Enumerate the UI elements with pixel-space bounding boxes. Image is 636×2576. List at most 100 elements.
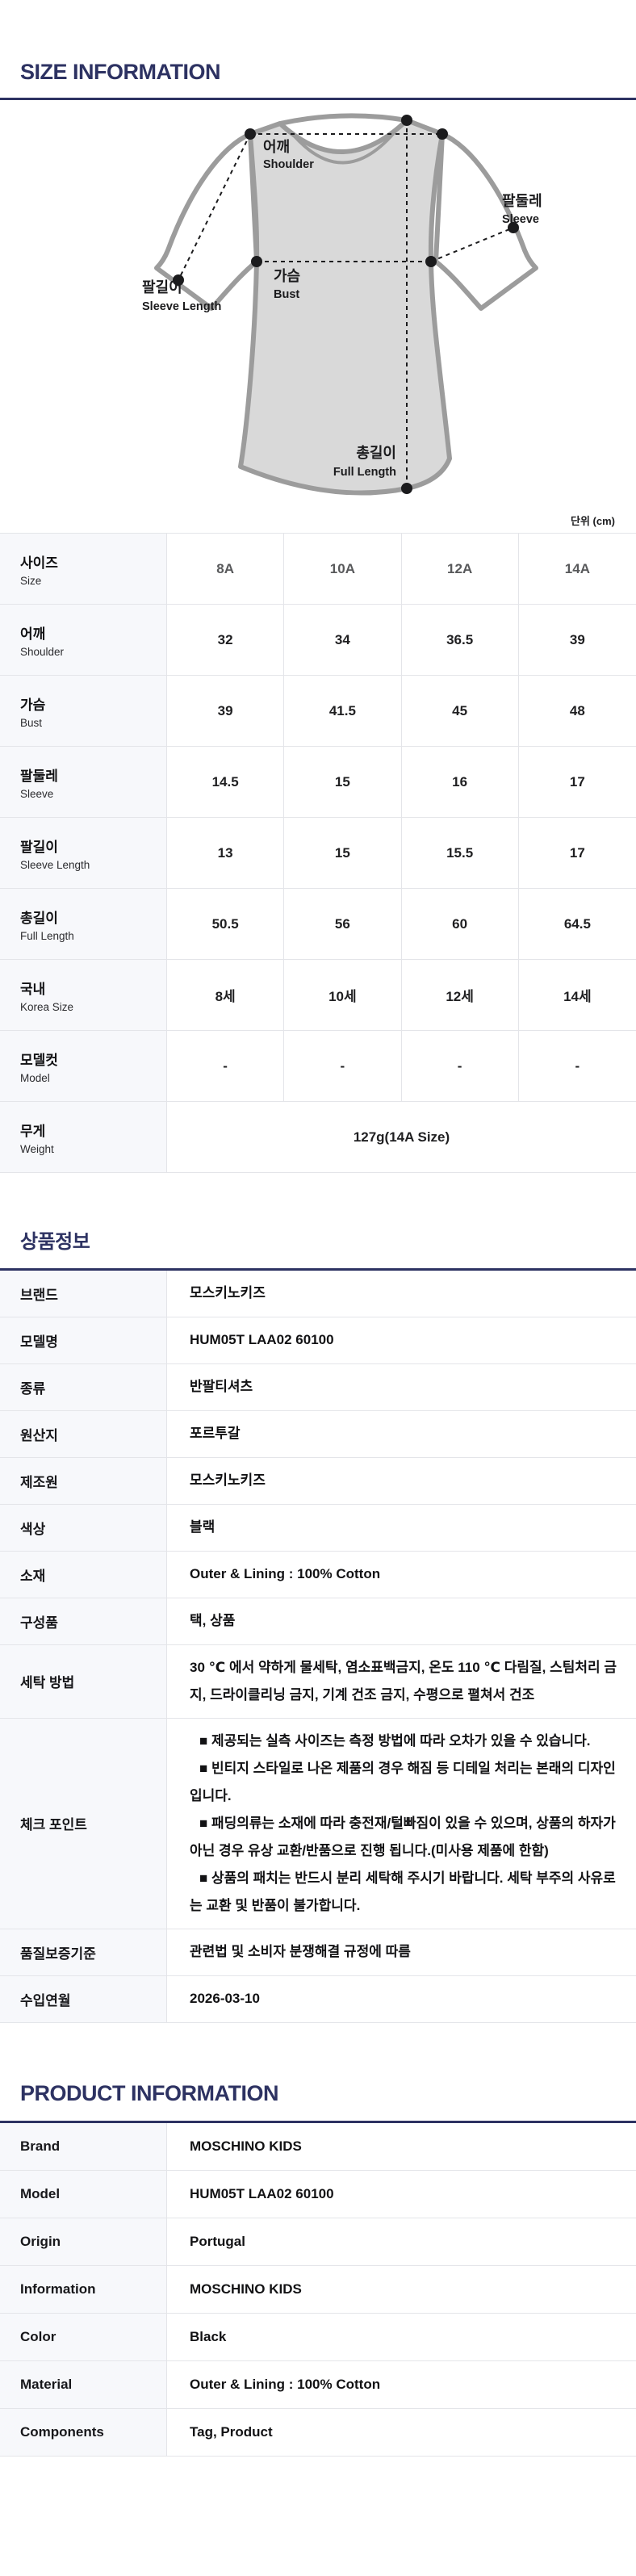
size-col-header: 14A xyxy=(564,560,590,576)
cell: 17 xyxy=(569,773,585,790)
product-info-ko-title: 상품정보 xyxy=(20,1231,90,1254)
cell: - xyxy=(284,1031,402,1102)
spec-row-check-points: 체크 포인트 ■ 제공되는 실측 사이즈는 측정 방법에 따라 오차가 있을 수… xyxy=(0,1718,636,1929)
cell: 15 xyxy=(284,818,402,889)
size-information-section-header: SIZE INFORMATION xyxy=(0,0,636,101)
sleeve-length-measure-line xyxy=(178,133,251,281)
tshirt-right-sleeve xyxy=(433,132,538,312)
cell: 41.5 xyxy=(284,676,402,747)
row-label: 사이즈 Size xyxy=(0,534,167,605)
spec-row-origin: 원산지 포르투갈 xyxy=(0,1410,636,1458)
spec-row-model-name: 모델명 HUM05T LAA02 60100 xyxy=(0,1317,636,1364)
size-table-row-sleeve: 팔둘레 Sleeve 14.5 15 16 17 xyxy=(0,747,636,819)
cell: - xyxy=(402,1031,519,1102)
product-info-en-section-header: PRODUCT INFORMATION xyxy=(0,2023,636,2123)
spec-row-information-en: Information MOSCHINO KIDS xyxy=(0,2265,636,2314)
product-info-en-table: Brand MOSCHINO KIDS Model HUM05T LAA02 6… xyxy=(0,2122,636,2457)
spec-row-color-en: Color Black xyxy=(0,2313,636,2361)
spec-row-type: 종류 반팔티셔츠 xyxy=(0,1363,636,1411)
spec-row-warranty: 품질보증기준 관련법 및 소비자 분쟁해결 규정에 따름 xyxy=(0,1929,636,1976)
cell: 34 xyxy=(284,605,402,676)
spec-row-brand-en: Brand MOSCHINO KIDS xyxy=(0,2122,636,2171)
size-table-row-weight: 무게 Weight 127g(14A Size) xyxy=(0,1102,636,1173)
full-length-label-ko: 총길이 xyxy=(356,444,396,461)
product-info-ko-section-header: 상품정보 xyxy=(0,1173,636,1271)
unit-note: 단위 (cm) xyxy=(571,515,615,528)
cell: 14세 xyxy=(563,989,592,1005)
cell: 14.5 xyxy=(167,747,285,818)
spec-row-origin-en: Origin Portugal xyxy=(0,2218,636,2266)
spec-row-brand: 브랜드 모스키노키즈 xyxy=(0,1270,636,1317)
shoulder-label-en: Shoulder xyxy=(263,158,314,171)
size-information-title: SIZE INFORMATION xyxy=(20,60,221,84)
spec-row-import-date: 수입연월 2026-03-10 xyxy=(0,1975,636,2022)
size-table-row-shoulder: 어깨 Shoulder 32 34 36.5 39 xyxy=(0,605,636,676)
size-table: 사이즈 Size 8A 10A 12A 14A 어깨 Shoulder 32 3… xyxy=(0,533,636,1174)
tshirt-body xyxy=(238,118,452,496)
full-length-label-en: Full Length xyxy=(333,466,396,479)
spec-row-components: 구성품 택, 상품 xyxy=(0,1598,636,1645)
cell: 39 xyxy=(569,631,585,647)
tshirt-diagram-svg: 어깨 Shoulder 팔둘레 Sleeve 가슴 Bust 팔길이 Sleev… xyxy=(142,113,542,496)
spec-row-color: 색상 블랙 xyxy=(0,1504,636,1552)
cell: 56 xyxy=(284,889,402,960)
row-label: 어깨 Shoulder xyxy=(0,605,167,676)
cell: 15 xyxy=(284,747,402,818)
spec-row-material: 소재 Outer & Lining : 100% Cotton xyxy=(0,1551,636,1598)
cell: 16 xyxy=(402,747,519,818)
cell: - xyxy=(167,1031,285,1102)
tshirt-measurement-diagram: 어깨 Shoulder 팔둘레 Sleeve 가슴 Bust 팔길이 Sleev… xyxy=(0,105,636,506)
check-point-list: ■ 제공되는 실측 사이즈는 측정 방법에 따라 오차가 있을 수 있습니다. … xyxy=(167,1719,636,1929)
cell: 36.5 xyxy=(402,605,519,676)
cell: 64.5 xyxy=(563,915,591,932)
cell: 32 xyxy=(167,605,285,676)
shoulder-label-ko: 어깨 xyxy=(263,139,290,155)
sleeve-label-en: Sleeve xyxy=(502,213,539,226)
size-col-header: 12A xyxy=(402,534,519,605)
sleeve-measure-line xyxy=(430,227,514,262)
check-point-item: ■ 상품의 패치는 반드시 분리 세탁해 주시기 바랍니다. 세탁 부주의 사유… xyxy=(190,1870,616,1913)
row-label: 가슴 Bust xyxy=(0,676,167,747)
sleeve-length-label-ko: 팔길이 xyxy=(142,279,182,295)
size-table-row-bust: 가슴 Bust 39 41.5 45 48 xyxy=(0,676,636,748)
measurement-dots xyxy=(173,115,519,495)
spec-row-manufacturer: 제조원 모스키노키즈 xyxy=(0,1457,636,1505)
cell: 60 xyxy=(402,889,519,960)
cell: 17 xyxy=(569,844,585,861)
row-label: 총길이 Full Length xyxy=(0,889,167,960)
cell: 45 xyxy=(402,676,519,747)
cell: 13 xyxy=(167,818,285,889)
size-col-header: 10A xyxy=(284,534,402,605)
cell: - xyxy=(575,1058,580,1074)
measurement-lines xyxy=(178,120,514,489)
product-info-ko-table: 브랜드 모스키노키즈 모델명 HUM05T LAA02 60100 종류 반팔티… xyxy=(0,1270,636,2023)
cell: 15.5 xyxy=(402,818,519,889)
sleeve-label-ko: 팔둘레 xyxy=(502,193,542,209)
cell: 50.5 xyxy=(167,889,285,960)
tshirt-back-collar xyxy=(278,113,409,127)
size-col-header: 8A xyxy=(167,534,285,605)
weight-value: 127g(14A Size) xyxy=(353,1129,450,1145)
row-label: 무게 Weight xyxy=(0,1102,167,1173)
spec-row-components-en: Components Tag, Product xyxy=(0,2408,636,2456)
title-divider xyxy=(0,1267,636,1271)
spec-row-model-en: Model HUM05T LAA02 60100 xyxy=(0,2170,636,2218)
check-point-item: ■ 빈티지 스타일로 나온 제품의 경우 해짐 등 디테일 처리는 본래의 디자… xyxy=(190,1760,616,1803)
cell: 39 xyxy=(167,676,285,747)
size-table-row-korea-size: 국내 Korea Size 8세 10세 12세 14세 xyxy=(0,960,636,1032)
sleeve-length-label-en: Sleeve Length xyxy=(142,300,221,313)
title-divider xyxy=(0,98,636,101)
bust-label-en: Bust xyxy=(274,288,299,301)
size-table-row-full-length: 총길이 Full Length 50.5 56 60 64.5 xyxy=(0,889,636,961)
check-point-item: ■ 제공되는 실측 사이즈는 측정 방법에 따라 오차가 있을 수 있습니다. xyxy=(199,1732,591,1749)
product-detail-page: SIZE INFORMATION xyxy=(0,0,636,2457)
size-table-row-size: 사이즈 Size 8A 10A 12A 14A xyxy=(0,534,636,605)
spec-row-washing: 세탁 방법 30 ℃ 에서 약하게 물세탁, 염소표백금지, 온도 110 ℃ … xyxy=(0,1644,636,1719)
size-table-row-sleeve-length: 팔길이 Sleeve Length 13 15 15.5 17 xyxy=(0,818,636,890)
row-label: 팔길이 Sleeve Length xyxy=(0,818,167,889)
bust-label-ko: 가슴 xyxy=(274,268,300,284)
cell: 12세 xyxy=(402,960,519,1031)
product-info-en-title: PRODUCT INFORMATION xyxy=(20,2080,278,2105)
cell: 48 xyxy=(569,702,585,718)
size-table-row-model: 모델컷 Model - - - - xyxy=(0,1031,636,1103)
